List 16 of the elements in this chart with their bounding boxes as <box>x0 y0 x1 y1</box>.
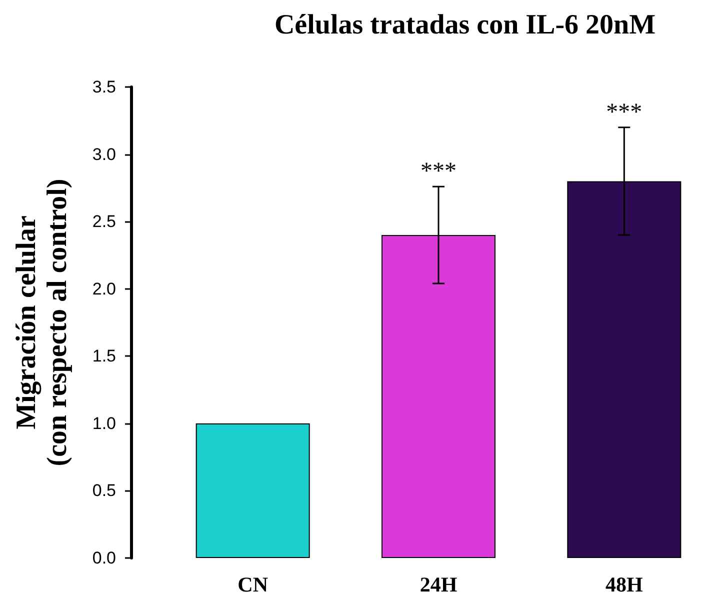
y-tick-label: 3.0 <box>92 144 116 164</box>
annotation: *** <box>420 158 456 185</box>
y-tick-label: 1.5 <box>92 346 116 366</box>
y-axis-title: Migración celular (con respecto al control) <box>11 178 73 466</box>
y-tick-label: 3.5 <box>92 78 116 96</box>
x-tick-label: 48H <box>605 572 643 596</box>
y-tick-label: 0.5 <box>92 481 116 500</box>
y-tick-label: 2.5 <box>92 212 116 232</box>
chart-title: Células tratadas con IL-6 20nM <box>274 10 656 40</box>
annotation: *** <box>606 99 642 126</box>
y-tick-label: 1.0 <box>92 414 116 433</box>
y-tick-label: 0.0 <box>92 548 116 568</box>
x-tick-label: CN <box>238 572 268 596</box>
y-tick-label: 2.0 <box>92 279 116 298</box>
x-tick-label: 24H <box>420 572 458 596</box>
bar <box>196 423 310 558</box>
